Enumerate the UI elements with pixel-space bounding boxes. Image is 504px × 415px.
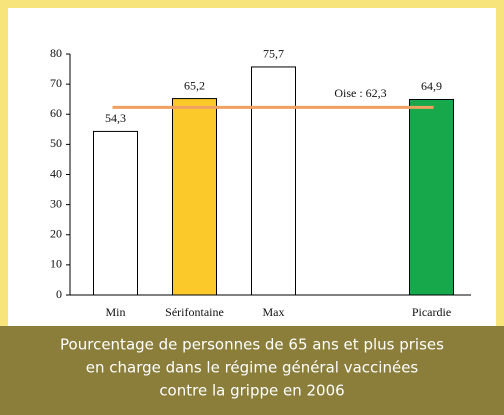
x-tick-label: Min bbox=[105, 305, 125, 319]
caption: en charge dans le régime général vacciné… bbox=[86, 359, 419, 377]
bar bbox=[409, 98, 454, 296]
x-tick-label: Sérifontaine bbox=[165, 305, 224, 319]
value-label: 64,9 bbox=[421, 79, 442, 93]
value-label: 65,2 bbox=[184, 78, 205, 92]
y-tick-label: 80 bbox=[50, 46, 62, 60]
reference-label: Oise : 62,3 bbox=[334, 86, 386, 100]
y-tick-label: 60 bbox=[50, 106, 62, 120]
y-tick-label: 30 bbox=[50, 196, 62, 210]
caption-band bbox=[0, 326, 504, 415]
y-tick-label: 10 bbox=[50, 257, 62, 271]
x-tick-label: Picardie bbox=[412, 305, 451, 319]
y-tick-label: 40 bbox=[50, 166, 62, 180]
y-tick-label: 20 bbox=[50, 227, 62, 241]
value-label: 75,7 bbox=[263, 47, 284, 61]
caption: contre la grippe en 2006 bbox=[159, 382, 344, 400]
bar bbox=[93, 130, 138, 296]
bar bbox=[251, 66, 296, 296]
y-tick-label: 50 bbox=[50, 136, 62, 150]
y-tick-label: 0 bbox=[56, 287, 62, 301]
bar bbox=[172, 98, 217, 296]
caption: Pourcentage de personnes de 65 ans et pl… bbox=[60, 336, 444, 354]
x-tick-label: Max bbox=[263, 305, 285, 319]
y-tick-label: 70 bbox=[50, 76, 62, 90]
value-label: 54,3 bbox=[105, 111, 126, 125]
